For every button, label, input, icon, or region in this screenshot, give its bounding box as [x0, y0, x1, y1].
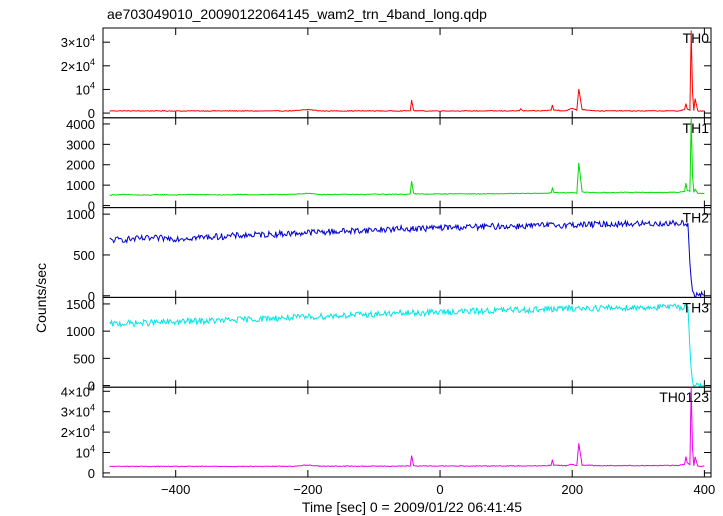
y-tick-label: 1500 [66, 297, 95, 312]
panel-th0: 0 104 2×104 3×104 TH0 [61, 27, 712, 121]
y-tick-label: 500 [73, 351, 95, 366]
series-line-th3 [109, 302, 705, 389]
y-tick-label: 1000 [66, 178, 95, 193]
series-line-th0 [109, 30, 705, 112]
panel-frame [102, 27, 712, 119]
y-tick-label: 2×104 [61, 57, 95, 74]
y-axis-label: Counts/sec [33, 263, 49, 333]
panel-th2: 0 500 1000 TH2 [66, 207, 712, 304]
y-tick-label: 0 [88, 289, 95, 304]
x-tick-label: −200 [293, 482, 322, 497]
x-tick-label: 200 [561, 482, 583, 497]
y-tick-label: 4000 [66, 117, 95, 132]
y-tick-label: 104 [76, 444, 95, 461]
chart-title: ae703049010_20090122064145_wam2_trn_4ban… [107, 6, 487, 22]
y-tick-label: 0 [88, 466, 95, 481]
panel-label: TH2 [683, 210, 710, 226]
y-tick-label: 3×104 [61, 33, 95, 50]
panel-th0123: 0 104 2×104 3×104 4×104 TH0123 [61, 382, 712, 481]
y-tick-label: 3000 [66, 137, 95, 152]
y-tick-label: 0 [88, 199, 95, 214]
y-tick-label: 3×104 [61, 403, 95, 420]
x-axis-label: Time [sec] 0 = 2009/01/22 06:41:45 [302, 499, 522, 515]
y-tick-label: 2×104 [61, 423, 95, 440]
panel-label: TH0123 [659, 389, 709, 405]
panel-label: TH3 [683, 299, 710, 315]
panel-frame [102, 386, 712, 478]
series-line-th2 [109, 218, 705, 299]
x-tick-label: 0 [436, 482, 443, 497]
panel-frame [102, 296, 712, 388]
panel-label: TH1 [683, 120, 710, 136]
panel-frame [102, 207, 712, 298]
y-tick-label: 0 [88, 106, 95, 121]
y-tick-label: 1000 [66, 324, 95, 339]
series-line-th0123 [109, 387, 705, 468]
y-tick-label: 2000 [66, 158, 95, 173]
panel-th3: 0 500 1000 1500 TH3 [66, 296, 712, 394]
y-tick-label: 1000 [66, 207, 95, 222]
panel-th1: 0 1000 2000 3000 4000 TH1 [66, 117, 712, 214]
x-tick-label: −400 [161, 482, 190, 497]
x-tick-label: 400 [694, 482, 716, 497]
panel-label: TH0 [683, 30, 710, 46]
series-line-th1 [109, 117, 705, 196]
y-tick-label: 104 [76, 80, 95, 97]
y-tick-label: 500 [73, 248, 95, 263]
y-tick-label: 0 [88, 379, 95, 394]
y-tick-label: 4×104 [61, 382, 95, 399]
